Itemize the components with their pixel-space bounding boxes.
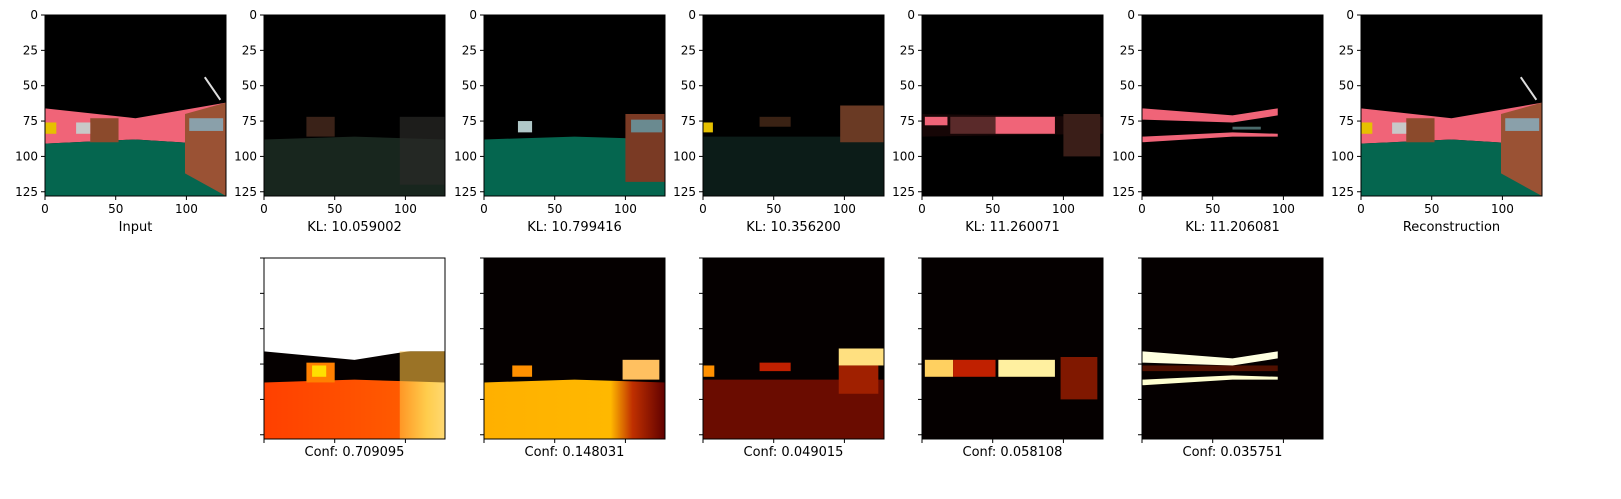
panel-caption: KL: 10.356200: [746, 220, 841, 235]
y-tick-label: 25: [681, 43, 696, 57]
x-tick-label: 0: [699, 202, 707, 216]
y-tick-label: 75: [1120, 114, 1135, 128]
y-tick-label: 25: [242, 43, 257, 57]
confidence-caption: Conf: 0.058108: [963, 445, 1063, 460]
y-tick-label: 50: [900, 79, 915, 93]
y-tick-label: 125: [1112, 185, 1135, 199]
x-tick-label: 50: [766, 202, 781, 216]
panel-caption: KL: 10.059002: [307, 220, 402, 235]
x-tick-label: 100: [614, 202, 637, 216]
y-tick-label: 0: [30, 8, 38, 22]
y-tick-label: 100: [454, 149, 477, 163]
y-tick-label: 25: [1120, 43, 1135, 57]
y-tick-label: 75: [900, 114, 915, 128]
y-tick-label: 0: [249, 8, 257, 22]
y-tick-label: 50: [1339, 79, 1354, 93]
x-tick-label: 50: [1205, 202, 1220, 216]
x-tick-label: 100: [1052, 202, 1075, 216]
x-tick-label: 0: [918, 202, 926, 216]
y-tick-label: 25: [900, 43, 915, 57]
y-tick-label: 50: [462, 79, 477, 93]
confidence-caption: Conf: 0.148031: [525, 445, 625, 460]
top-panel: 0 50 100 0 25 50 75 100 125 Reconstruction: [1331, 8, 1543, 235]
confidence-caption: Conf: 0.709095: [305, 445, 405, 460]
x-tick-label: 50: [985, 202, 1000, 216]
top-panel: 0 50 100 0 25 50 75 100 125 KL: 11.206081: [1112, 8, 1324, 235]
y-tick-label: 100: [234, 149, 257, 163]
y-tick-label: 75: [23, 114, 38, 128]
x-tick-label: 100: [833, 202, 856, 216]
y-tick-label: 125: [15, 185, 38, 199]
y-tick-label: 100: [673, 149, 696, 163]
x-tick-label: 100: [1272, 202, 1295, 216]
y-tick-label: 0: [907, 8, 915, 22]
x-tick-label: 50: [1424, 202, 1439, 216]
x-tick-label: 0: [480, 202, 488, 216]
y-tick-label: 125: [1331, 185, 1354, 199]
top-panel: 0 50 100 0 25 50 75 100 125 KL: 10.799416: [454, 8, 666, 235]
y-tick-label: 75: [681, 114, 696, 128]
confidence-caption: Conf: 0.035751: [1183, 445, 1283, 460]
y-tick-label: 0: [469, 8, 477, 22]
bottom-row: Conf: 0.709095 Conf: 0.148031 Conf: 0.0490…: [260, 257, 1324, 460]
x-tick-label: 100: [394, 202, 417, 216]
y-tick-label: 50: [242, 79, 257, 93]
x-tick-label: 100: [175, 202, 198, 216]
confidence-panel: Conf: 0.709095: [260, 257, 446, 460]
y-tick-label: 100: [1112, 149, 1135, 163]
x-tick-label: 0: [260, 202, 268, 216]
y-tick-label: 100: [1331, 149, 1354, 163]
y-tick-label: 75: [1339, 114, 1354, 128]
y-tick-label: 75: [462, 114, 477, 128]
y-tick-label: 25: [23, 43, 38, 57]
top-panel: 0 50 100 0 25 50 75 100 125 Input: [15, 8, 227, 235]
panel-caption: KL: 11.206081: [1185, 220, 1280, 235]
panel-caption: KL: 10.799416: [527, 220, 622, 235]
top-panel: 0 50 100 0 25 50 75 100 125 KL: 11.260071: [892, 8, 1104, 235]
y-tick-label: 125: [892, 185, 915, 199]
panel-caption: Input: [119, 220, 153, 235]
confidence-panel: Conf: 0.148031: [480, 257, 666, 460]
x-tick-label: 50: [108, 202, 123, 216]
x-tick-label: 0: [1357, 202, 1365, 216]
top-panel: 0 50 100 0 25 50 75 100 125 KL: 10.356200: [673, 8, 885, 235]
y-tick-label: 125: [673, 185, 696, 199]
y-tick-label: 75: [242, 114, 257, 128]
x-tick-label: 0: [1138, 202, 1146, 216]
panel-caption: KL: 11.260071: [965, 220, 1060, 235]
y-tick-label: 50: [23, 79, 38, 93]
confidence-panel: Conf: 0.035751: [1138, 257, 1324, 460]
y-tick-label: 125: [454, 185, 477, 199]
x-tick-label: 100: [1491, 202, 1514, 216]
top-row: 0 50 100 0 25 50 75 100 125 Input 0 50 100 0 25 50 75 100…: [15, 8, 1543, 235]
y-tick-label: 100: [892, 149, 915, 163]
y-tick-label: 0: [688, 8, 696, 22]
y-tick-label: 25: [462, 43, 477, 57]
y-tick-label: 50: [1120, 79, 1135, 93]
y-tick-label: 25: [1339, 43, 1354, 57]
y-tick-label: 0: [1127, 8, 1135, 22]
panel-caption: Reconstruction: [1403, 220, 1500, 235]
x-tick-label: 0: [41, 202, 49, 216]
top-panel: 0 50 100 0 25 50 75 100 125 KL: 10.059002: [234, 8, 446, 235]
confidence-caption: Conf: 0.049015: [744, 445, 844, 460]
y-tick-label: 50: [681, 79, 696, 93]
y-tick-label: 125: [234, 185, 257, 199]
y-tick-label: 0: [1346, 8, 1354, 22]
y-tick-label: 100: [15, 149, 38, 163]
confidence-panel: Conf: 0.049015: [699, 257, 885, 460]
confidence-panel: Conf: 0.058108: [918, 257, 1104, 460]
x-tick-label: 50: [547, 202, 562, 216]
x-tick-label: 50: [327, 202, 342, 216]
